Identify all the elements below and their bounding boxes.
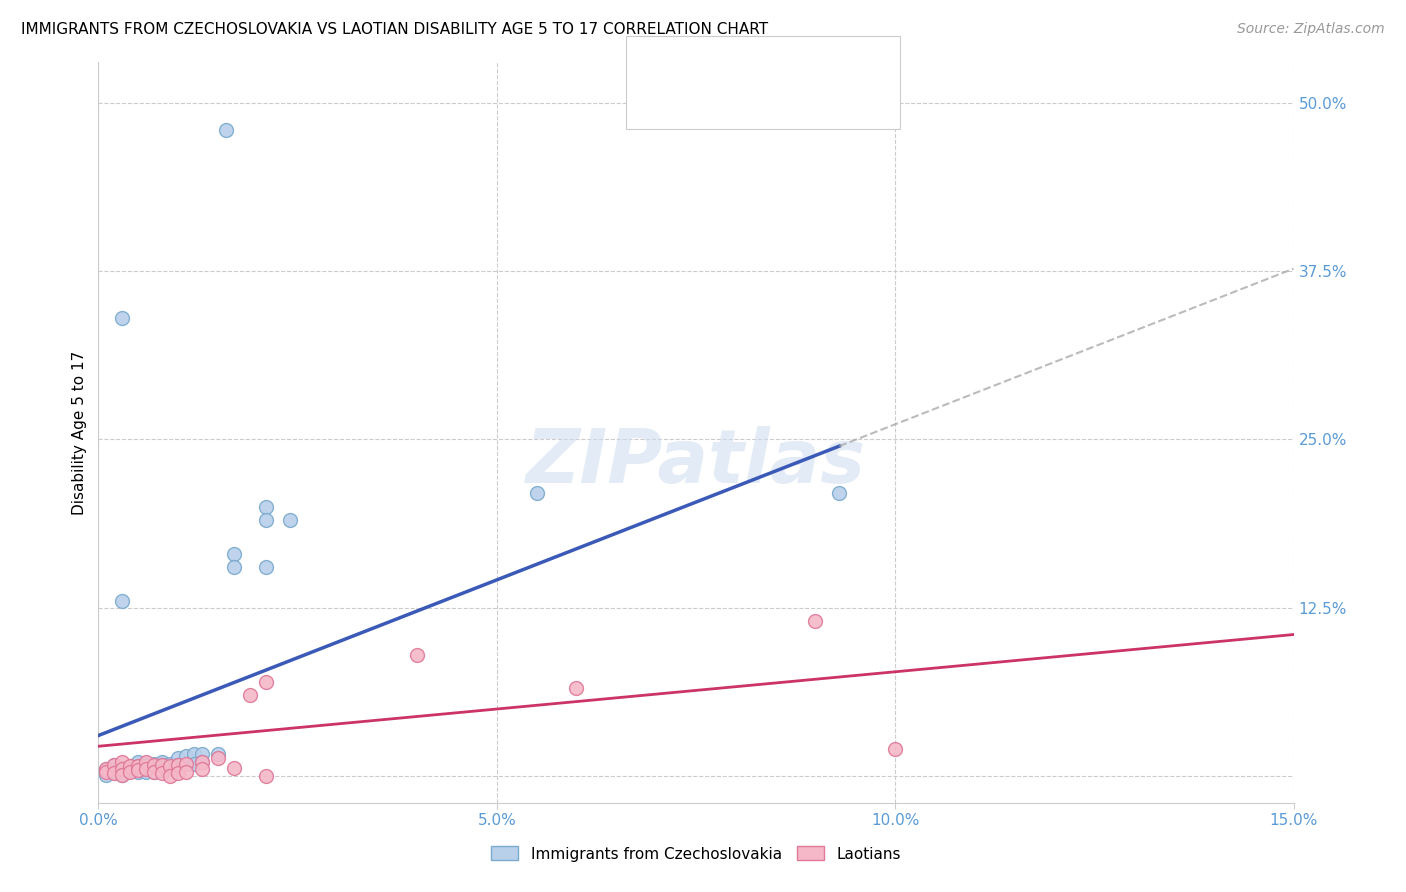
Point [96, 762, 118, 776]
Point [135, 756, 157, 770]
Text: IMMIGRANTS FROM CZECHOSLOVAKIA VS LAOTIAN DISABILITY AGE 5 TO 17 CORRELATION CHA: IMMIGRANTS FROM CZECHOSLOVAKIA VS LAOTIA… [21, 22, 768, 37]
Point [254, 500, 277, 514]
Point [135, 762, 157, 776]
Legend: Immigrants from Czechoslovakia, Laotians: Immigrants from Czechoslovakia, Laotians [484, 838, 908, 869]
Point [565, 681, 588, 696]
Point [111, 767, 134, 781]
Point [127, 764, 149, 779]
Point [96, 767, 118, 781]
Point [254, 674, 277, 689]
Point [127, 759, 149, 773]
Text: ZIPatlas: ZIPatlas [526, 425, 866, 499]
Point [103, 764, 125, 779]
Point [150, 766, 173, 780]
Point [135, 756, 157, 771]
Point [150, 758, 173, 772]
Point [191, 762, 214, 776]
Point [191, 756, 214, 770]
Point [111, 761, 134, 775]
Point [207, 751, 229, 765]
Point [103, 758, 125, 772]
Point [150, 758, 173, 772]
Point [183, 747, 205, 762]
Point [406, 648, 429, 662]
Point [143, 764, 166, 779]
Point [207, 747, 229, 762]
Point [183, 756, 205, 771]
Point [120, 759, 142, 773]
Point [103, 766, 125, 780]
Point [111, 762, 134, 776]
Point [884, 742, 907, 756]
Point [167, 758, 190, 772]
Point [278, 513, 301, 527]
Point [222, 547, 245, 561]
Point [120, 759, 142, 773]
Point [167, 766, 190, 780]
Point [239, 688, 262, 702]
Point [111, 764, 134, 778]
Point [191, 747, 214, 762]
Point [254, 513, 277, 527]
Point [828, 486, 851, 500]
Point [222, 560, 245, 574]
Point [127, 759, 149, 773]
Point [96, 762, 118, 776]
Point [215, 122, 238, 136]
Point [111, 311, 134, 326]
Point [127, 764, 149, 778]
Point [804, 614, 827, 628]
Point [120, 764, 142, 779]
Point [191, 756, 214, 770]
Point [150, 756, 173, 770]
Point [143, 758, 166, 772]
Point [159, 761, 181, 775]
Point [135, 764, 157, 779]
Point [254, 769, 277, 783]
Point [111, 594, 134, 608]
Point [120, 764, 142, 778]
Text: Source: ZipAtlas.com: Source: ZipAtlas.com [1237, 22, 1385, 37]
Point [103, 758, 125, 772]
Point [143, 756, 166, 771]
Point [526, 486, 548, 500]
Point [127, 756, 149, 770]
Point [174, 748, 197, 763]
Text: R = 0.309   N = 43: R = 0.309 N = 43 [672, 37, 868, 55]
Point [143, 759, 166, 773]
Point [150, 764, 173, 778]
Point [159, 769, 181, 783]
Point [222, 761, 245, 775]
Text: R =  0.169   N = 34: R = 0.169 N = 34 [672, 87, 879, 104]
Y-axis label: Disability Age 5 to 17: Disability Age 5 to 17 [72, 351, 87, 515]
Point [159, 759, 181, 773]
Point [174, 756, 197, 771]
Point [96, 764, 118, 779]
Point [111, 767, 134, 781]
Point [167, 751, 190, 765]
Point [111, 756, 134, 770]
Point [254, 560, 277, 574]
Point [143, 764, 166, 779]
Point [167, 758, 190, 772]
Point [159, 756, 181, 771]
Point [135, 759, 157, 773]
Point [96, 764, 118, 779]
Point [174, 764, 197, 779]
